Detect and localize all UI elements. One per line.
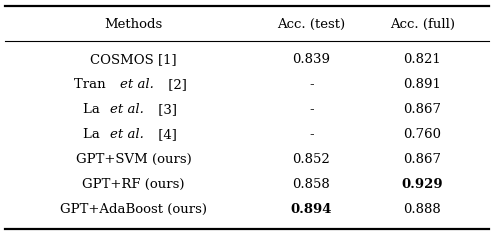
Text: 0.821: 0.821 bbox=[404, 53, 441, 66]
Text: 0.894: 0.894 bbox=[290, 203, 332, 216]
Text: 0.852: 0.852 bbox=[292, 153, 330, 166]
Text: Acc. (test): Acc. (test) bbox=[277, 18, 345, 31]
Text: -: - bbox=[309, 103, 314, 116]
Text: 0.760: 0.760 bbox=[404, 128, 441, 141]
Text: -: - bbox=[309, 78, 314, 91]
Text: 0.839: 0.839 bbox=[292, 53, 330, 66]
Text: La: La bbox=[83, 103, 104, 116]
Text: Acc. (full): Acc. (full) bbox=[390, 18, 455, 31]
Text: Methods: Methods bbox=[104, 18, 163, 31]
Text: GPT+AdaBoost (ours): GPT+AdaBoost (ours) bbox=[60, 203, 207, 216]
Text: et al.: et al. bbox=[120, 78, 154, 91]
Text: et al.: et al. bbox=[110, 103, 144, 116]
Text: COSMOS [1]: COSMOS [1] bbox=[90, 53, 177, 66]
Text: 0.891: 0.891 bbox=[404, 78, 441, 91]
Text: La: La bbox=[83, 128, 104, 141]
Text: -: - bbox=[309, 128, 314, 141]
Text: 0.858: 0.858 bbox=[292, 178, 330, 191]
Text: GPT+RF (ours): GPT+RF (ours) bbox=[82, 178, 185, 191]
Text: 0.929: 0.929 bbox=[402, 178, 443, 191]
Text: La et al. [4]: La et al. [4] bbox=[94, 128, 172, 141]
Text: 0.867: 0.867 bbox=[404, 103, 441, 116]
Text: GPT+SVM (ours): GPT+SVM (ours) bbox=[76, 153, 191, 166]
Text: [2]: [2] bbox=[164, 78, 187, 91]
Text: Tran: Tran bbox=[74, 78, 110, 91]
Text: Tran et al. [2]: Tran et al. [2] bbox=[87, 78, 180, 91]
Text: [3]: [3] bbox=[154, 103, 177, 116]
Text: La et al. [3]: La et al. [3] bbox=[94, 103, 172, 116]
Text: et al.: et al. bbox=[111, 128, 144, 141]
Text: 0.888: 0.888 bbox=[404, 203, 441, 216]
Text: 0.867: 0.867 bbox=[404, 153, 441, 166]
Text: [4]: [4] bbox=[154, 128, 177, 141]
